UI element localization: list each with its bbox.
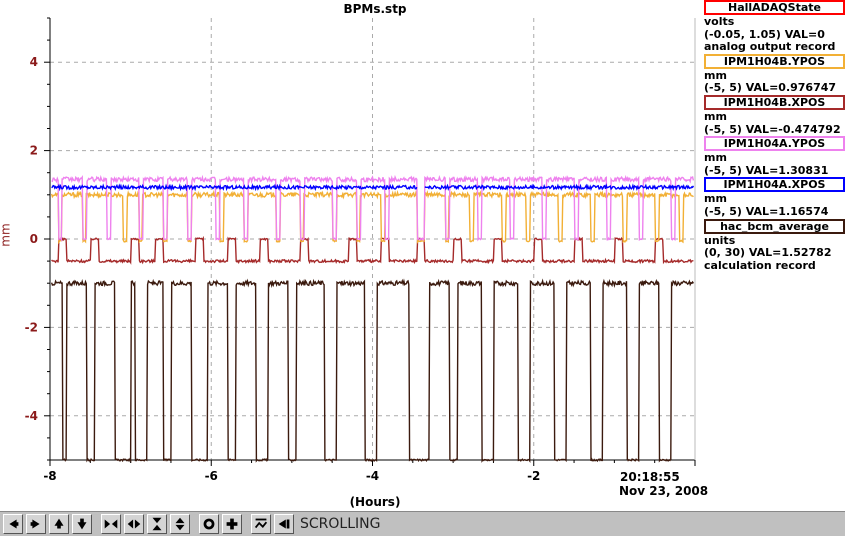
legend: HallADAQState volts (-0.05, 1.05) VAL=0 ana… bbox=[704, 0, 845, 272]
series-line-hac_bcm_average bbox=[50, 278, 694, 464]
rescale-icon bbox=[254, 518, 268, 529]
legend-note: analog output record bbox=[704, 41, 836, 54]
legend-value: VAL=1.52782 bbox=[748, 247, 832, 260]
x-axis-label: (Hours) bbox=[349, 495, 401, 509]
legend-entry: IPM1H04A.YPOS mm (-5, 5) VAL=1.30831 bbox=[704, 136, 845, 177]
arrow-right-icon bbox=[30, 519, 40, 529]
arrow-down-button[interactable] bbox=[72, 514, 92, 534]
toolbar: SCROLLING bbox=[0, 511, 845, 536]
legend-units: mm bbox=[704, 110, 727, 123]
arrow-down-icon bbox=[77, 518, 87, 530]
y-tick-label: 0 bbox=[30, 232, 38, 246]
legend-series-name[interactable]: IPM1H04A.XPOS bbox=[704, 177, 845, 193]
x-tick-label: -4 bbox=[366, 469, 379, 483]
legend-series-name[interactable]: IPM1H04A.YPOS bbox=[704, 136, 845, 152]
y-tick-label: -2 bbox=[25, 320, 38, 334]
x-tick-label: -6 bbox=[205, 469, 218, 483]
legend-range: (-5, 5) bbox=[704, 164, 742, 177]
arrow-left-button[interactable] bbox=[3, 514, 23, 534]
y-tick-label: -4 bbox=[25, 409, 38, 423]
arrow-left-icon bbox=[9, 519, 19, 529]
legend-units: units bbox=[704, 234, 736, 247]
zoom-vertical-in-icon bbox=[152, 517, 162, 531]
legend-value: VAL=1.30831 bbox=[745, 164, 829, 177]
legend-range: (-5, 5) bbox=[704, 205, 742, 218]
legend-range-value: (-5, 5) VAL=1.30831 bbox=[704, 165, 845, 178]
legend-series-name[interactable]: IPM1H04B.YPOS bbox=[704, 53, 845, 69]
legend-entry: hac_bcm_average units (0, 30) VAL=1.52782 c… bbox=[704, 218, 845, 273]
legend-value: VAL=0 bbox=[784, 28, 825, 41]
rescale-button[interactable] bbox=[251, 514, 271, 534]
arrow-right-button[interactable] bbox=[26, 514, 46, 534]
legend-range: (-5, 5) bbox=[704, 82, 742, 95]
series-line-IPM1H04A.YPOS bbox=[51, 174, 695, 242]
legend-value: VAL=-0.474792 bbox=[745, 123, 841, 136]
legend-range: (-0.05, 1.05) bbox=[704, 28, 781, 41]
timestamp-time: 20:18:55 bbox=[620, 470, 680, 484]
legend-entry: HallADAQState volts (-0.05, 1.05) VAL=0 ana… bbox=[704, 0, 845, 54]
legend-units: mm bbox=[704, 193, 727, 206]
autoscale-icon bbox=[203, 518, 215, 530]
legend-entry: IPM1H04A.XPOS mm (-5, 5) VAL=1.16574 bbox=[704, 177, 845, 218]
add-button[interactable] bbox=[222, 514, 242, 534]
chart-title: BPMs.stp bbox=[343, 2, 407, 16]
y-axis-label: mm bbox=[0, 223, 13, 247]
arrow-up-button[interactable] bbox=[49, 514, 69, 534]
zoom-vertical-in-button[interactable] bbox=[147, 514, 167, 534]
legend-units: volts bbox=[704, 16, 735, 28]
legend-series-name[interactable]: hac_bcm_average bbox=[704, 218, 845, 234]
zoom-horizontal-out-button[interactable] bbox=[124, 514, 144, 534]
pan-left-icon bbox=[278, 519, 290, 529]
legend-entry: IPM1H04B.XPOS mm (-5, 5) VAL=-0.474792 bbox=[704, 94, 845, 137]
y-tick-label: 2 bbox=[30, 144, 38, 158]
legend-range-value: (-0.05, 1.05) VAL=0 bbox=[704, 29, 845, 42]
legend-series-name[interactable]: IPM1H04B.XPOS bbox=[704, 94, 845, 110]
x-tick-label: -2 bbox=[527, 469, 540, 483]
legend-entry: IPM1H04B.YPOS mm (-5, 5) VAL=0.976747 bbox=[704, 53, 845, 95]
x-tick-label: -8 bbox=[43, 469, 56, 483]
legend-units: mm bbox=[704, 152, 727, 165]
add-icon bbox=[226, 518, 238, 530]
arrow-up-icon bbox=[54, 518, 64, 529]
legend-value: VAL=1.16574 bbox=[745, 205, 829, 218]
zoom-horizontal-in-button[interactable] bbox=[101, 514, 121, 534]
legend-note: calculation record bbox=[704, 259, 816, 272]
zoom-horizontal-in-icon bbox=[104, 519, 118, 529]
legend-range: (-5, 5) bbox=[704, 123, 742, 136]
legend-series-name[interactable]: HallADAQState bbox=[704, 0, 845, 15]
legend-range-value: (0, 30) VAL=1.52782 bbox=[704, 247, 845, 260]
series-line-IPM1H04B.YPOS bbox=[50, 189, 694, 245]
series-line-IPM1H04A.XPOS bbox=[51, 183, 695, 192]
legend-range-value: (-5, 5) VAL=1.16574 bbox=[704, 206, 845, 219]
legend-value: VAL=0.976747 bbox=[745, 82, 837, 95]
pan-left-button[interactable] bbox=[274, 514, 294, 534]
y-tick-label: 4 bbox=[30, 55, 38, 69]
timestamp-date: Nov 23, 2008 bbox=[619, 484, 709, 498]
zoom-vertical-out-button[interactable] bbox=[170, 514, 190, 534]
legend-range-value: (-5, 5) VAL=-0.474792 bbox=[704, 124, 845, 137]
chart: -8 -6 -4 -2 -4 -2 0 2 4 bbox=[25, 17, 696, 483]
zoom-vertical-out-icon bbox=[175, 517, 185, 531]
autoscale-button[interactable] bbox=[199, 514, 219, 534]
toolbar-status: SCROLLING bbox=[300, 516, 381, 532]
series-line-IPM1H04B.XPOS bbox=[51, 235, 694, 265]
legend-units: mm bbox=[704, 69, 727, 82]
zoom-horizontal-out-icon bbox=[127, 519, 141, 529]
legend-range-value: (-5, 5) VAL=0.976747 bbox=[704, 82, 845, 95]
legend-range: (0, 30) bbox=[704, 247, 746, 260]
